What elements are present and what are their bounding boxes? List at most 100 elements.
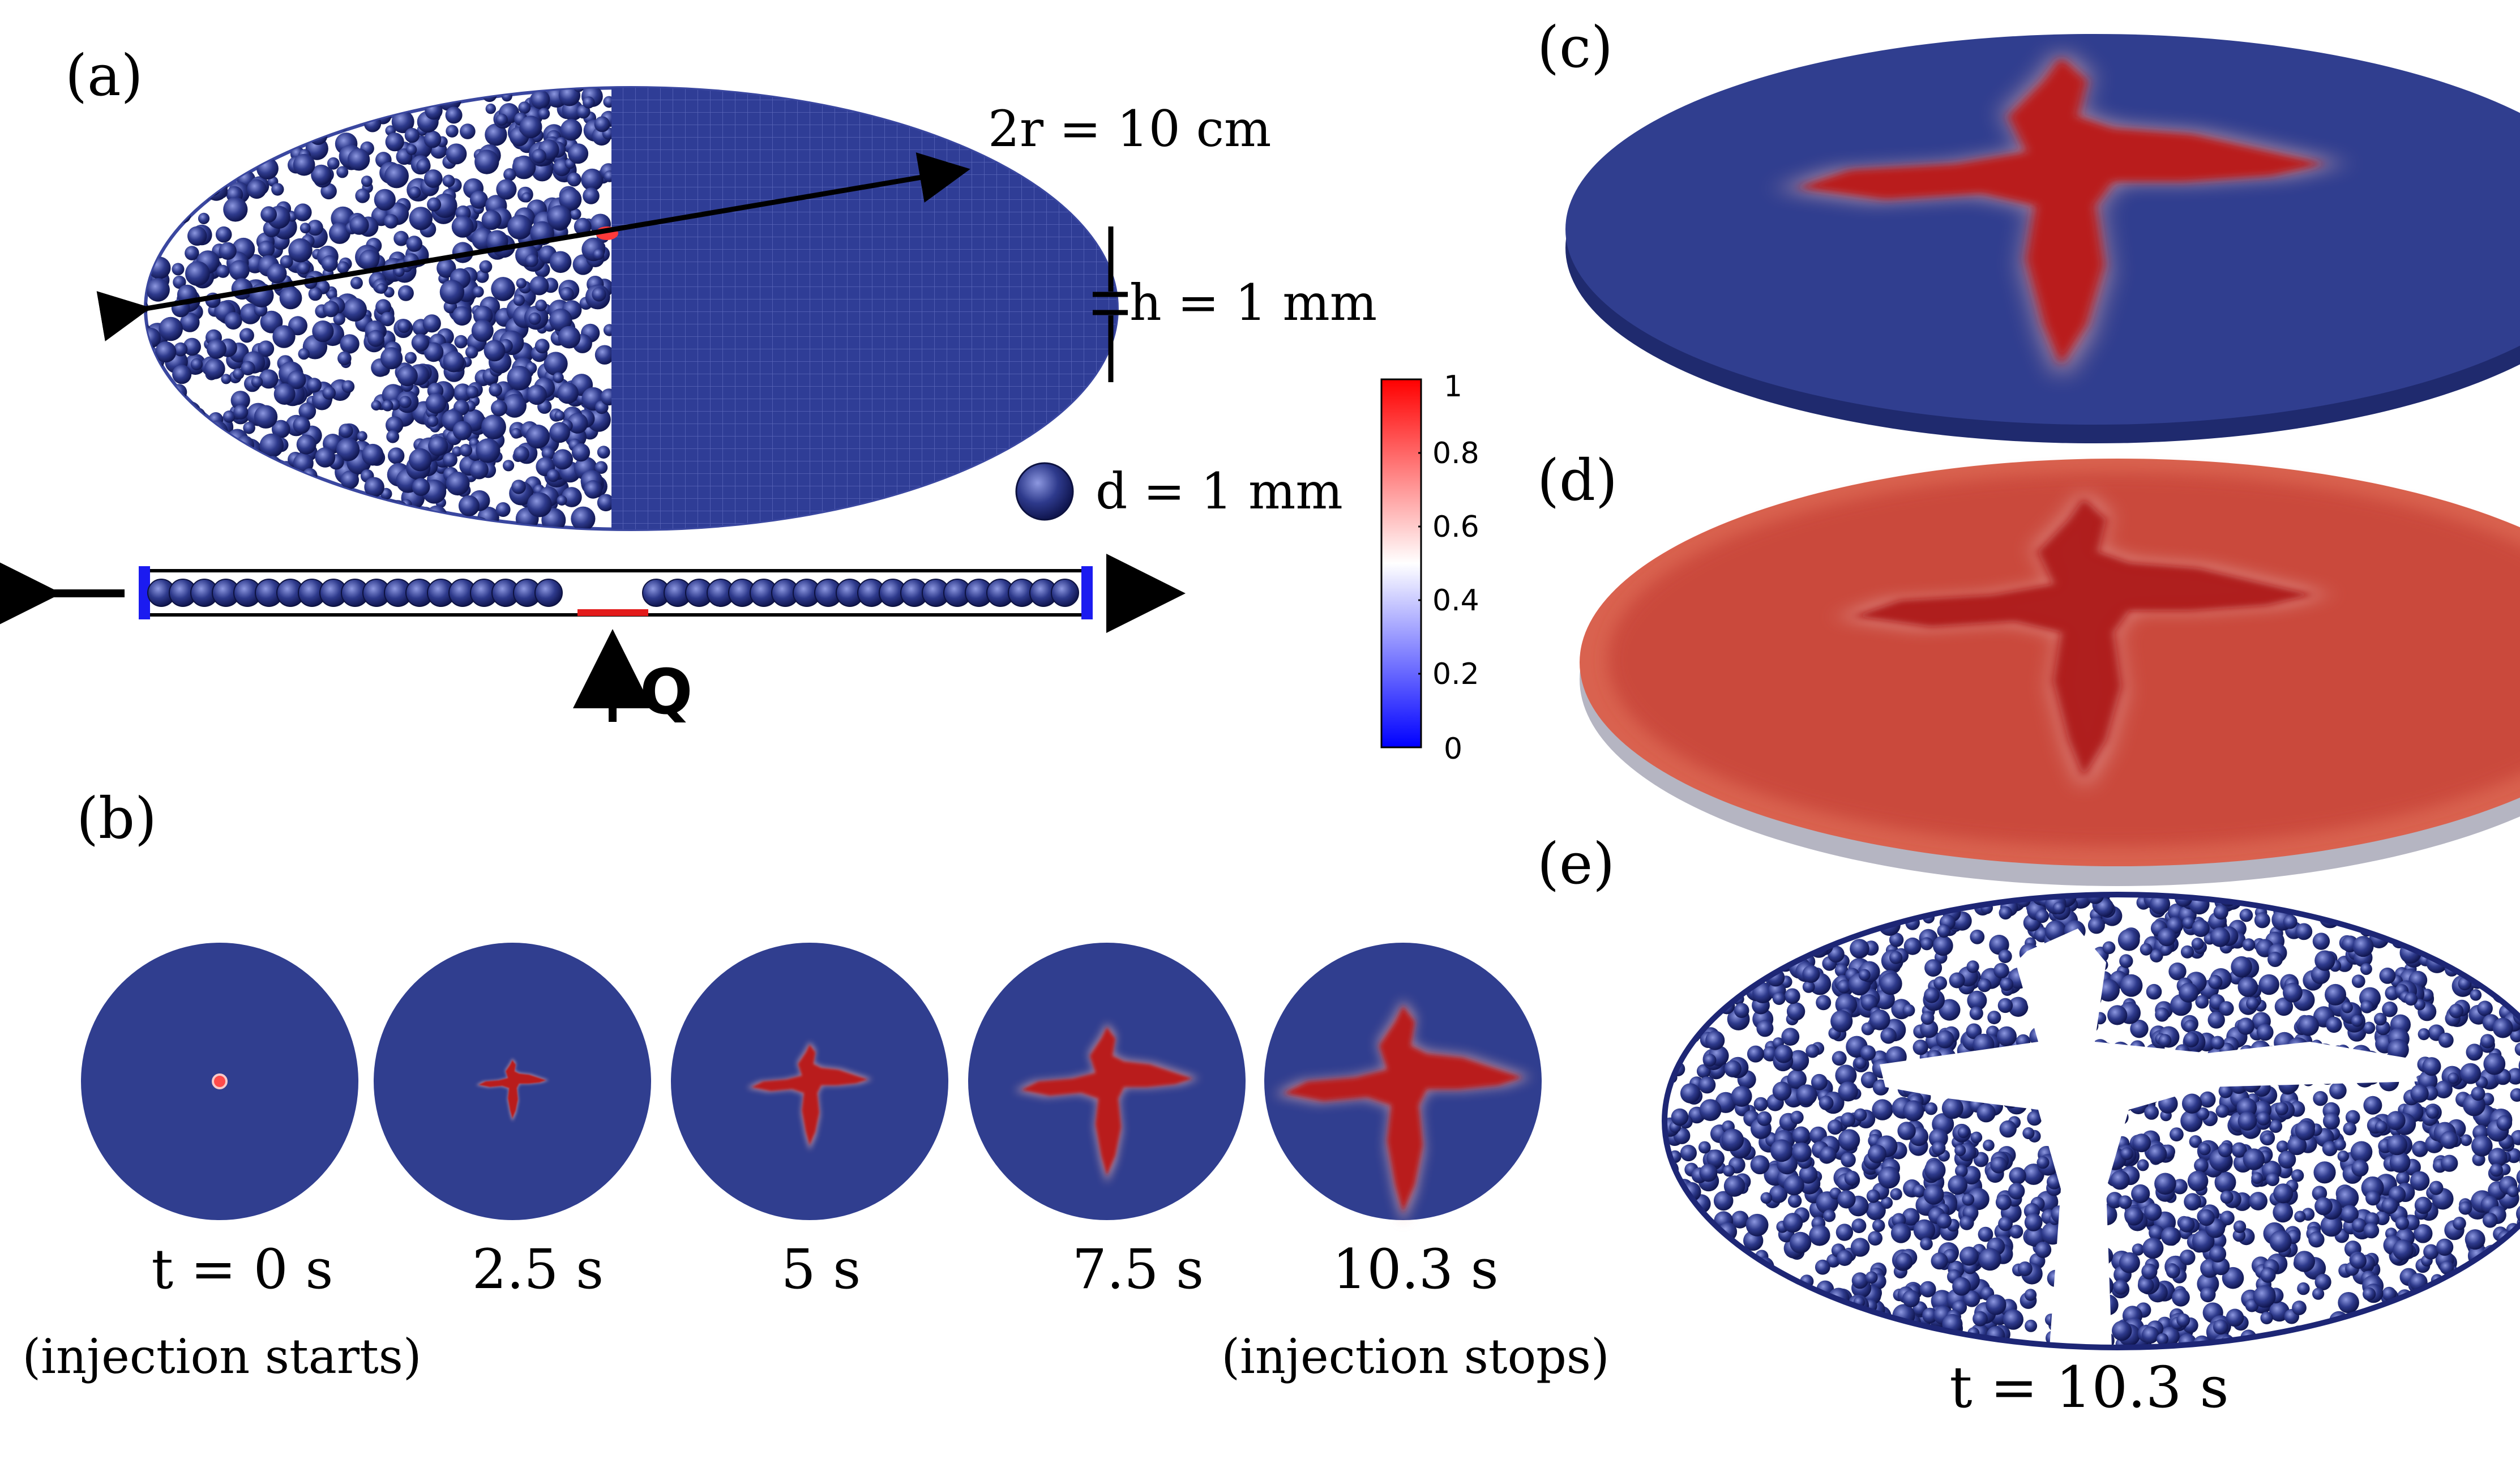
particle [146,508,160,529]
particle [1869,1009,1890,1030]
particle [327,157,340,170]
particle [530,89,550,109]
particle [2157,1333,2168,1345]
particle [1770,1303,1790,1323]
particle [172,88,191,104]
particle [1830,912,1850,931]
particle [553,372,564,383]
packed-bed-3d [144,86,1119,531]
particle [1772,992,1786,1005]
particle [2510,1088,2520,1102]
flow-label: Q [640,656,693,728]
particle [194,166,215,187]
particle [2465,946,2487,968]
particle [1731,1085,1752,1107]
particle [584,480,602,499]
particle [187,226,207,246]
particle [571,443,591,462]
fracture-shape [747,1041,872,1150]
particle [1723,1165,1735,1177]
particle [443,350,465,373]
particle [2160,1226,2180,1246]
particle [1829,1315,1850,1337]
particle [2514,1042,2520,1056]
particle [174,125,186,136]
particle [1785,1338,1800,1348]
particle [2440,904,2460,924]
particle [2435,1080,2453,1099]
particle [1966,960,1979,973]
particle [2485,1274,2497,1287]
particle [532,148,546,164]
particle [2258,974,2279,995]
panel-a: (a) 2r = 10 cm h = 1 mm d = 1 mm [0,42,1377,728]
particle [284,96,296,108]
particle [1841,1112,1856,1127]
particle [1749,1306,1769,1325]
particle [558,326,581,349]
particle [1902,1004,1915,1017]
particle [1688,951,1702,965]
particle [311,484,323,496]
particle [1781,1287,1802,1308]
particle [462,517,485,529]
particle [385,132,404,152]
particle [360,88,383,99]
particle [2344,1323,2358,1336]
particle [423,169,443,188]
particle [513,294,525,306]
particle [1716,1269,1738,1291]
particle [1899,895,1917,904]
particle [1800,1301,1817,1319]
particle [151,404,177,430]
particle [1704,1324,1725,1345]
particle [1932,935,1953,956]
particle [2459,931,2472,943]
particle [2214,1171,2236,1194]
phase-field-3d [1580,459,2520,886]
particle [1665,1220,1678,1239]
particle [170,384,187,400]
particle [2374,1311,2388,1325]
particle [2269,1119,2283,1133]
particle [1867,909,1882,924]
particle [2322,1113,2340,1130]
particle [225,125,250,149]
particle [359,249,379,270]
particle [567,413,588,434]
particle [321,255,338,272]
particle [224,312,242,330]
particle [460,123,476,139]
particle [2471,1135,2493,1157]
particle [1890,1223,1911,1243]
particle [2130,1020,2149,1038]
panel-e: (e) t = 10.3 s [1537,831,2520,1421]
particle [2154,1173,2176,1195]
particle [2497,905,2517,926]
particle [1998,1216,2013,1231]
particle [2477,1000,2493,1016]
particle [1666,1009,1685,1029]
colorbar-tick-1: 1 [1444,370,1462,404]
particle [155,425,170,440]
particle [242,508,266,529]
particle [151,133,171,154]
particle [296,434,316,455]
particle [2497,905,2513,922]
particle [1718,943,1739,965]
particle [2297,1282,2310,1295]
particle [535,300,547,311]
particle [2444,923,2461,940]
particle [1752,982,1773,1003]
particle [425,393,447,414]
particle [1758,926,1772,939]
particle [380,347,403,370]
particle [1912,1184,1926,1198]
snapshot-disc [671,943,948,1220]
particle [2358,1314,2376,1332]
particle [1893,895,1914,912]
particle [2374,1012,2387,1026]
particle [1902,1290,1920,1308]
particle [292,474,313,495]
particle [1762,922,1784,944]
